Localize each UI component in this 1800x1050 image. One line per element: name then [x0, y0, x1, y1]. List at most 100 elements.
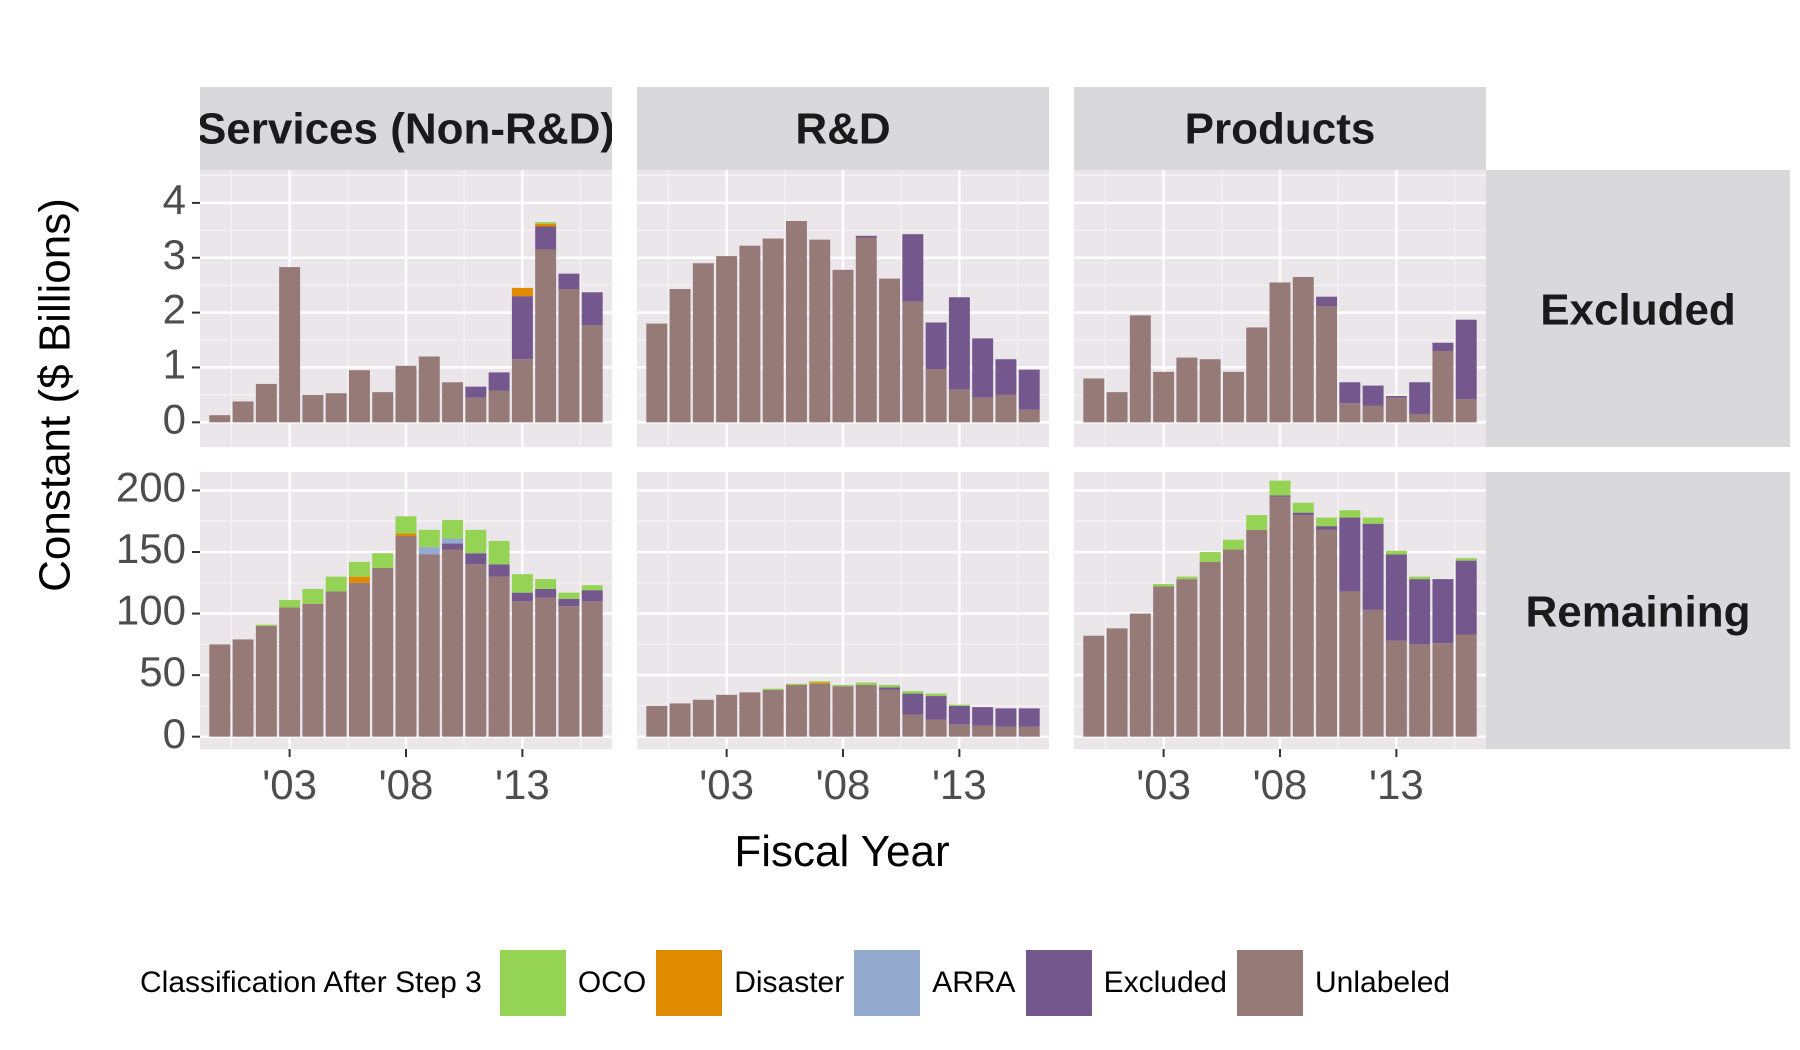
- bar-unlabeled-2003: [279, 607, 301, 737]
- bar-excluded-2015: [995, 708, 1017, 727]
- bar-oco-2006: [785, 683, 807, 685]
- bar-unlabeled-2011: [1339, 403, 1361, 423]
- y-tick-label: 200: [116, 464, 186, 511]
- bar-excluded-2016: [581, 292, 603, 326]
- y-tick-label: 0: [163, 395, 186, 442]
- bar-unlabeled-2005: [762, 689, 784, 737]
- bar-unlabeled-2005: [762, 238, 784, 423]
- panel-excluded-r-d: [637, 170, 1049, 447]
- bar-oco-2005: [1199, 552, 1221, 562]
- bar-oco-2013: [511, 574, 533, 593]
- bar-unlabeled-2014: [1409, 644, 1431, 737]
- bar-oco-2014: [1409, 576, 1431, 580]
- bar-excluded-2016: [581, 590, 603, 602]
- bar-excluded-2011: [1339, 382, 1361, 404]
- bar-disaster-2013: [511, 287, 533, 297]
- legend: Classification After Step 3 OCO Disaster…: [140, 950, 1460, 1016]
- facet-strip-background: [200, 87, 612, 170]
- y-tick-label: 1: [163, 341, 186, 388]
- x-tick-label: '13: [932, 761, 987, 808]
- x-tick-label: '03: [1136, 761, 1191, 808]
- facet-strip-excluded: Excluded: [1486, 170, 1790, 447]
- bar-oco-2010: [1316, 517, 1338, 527]
- legend-swatch-oco: [499, 950, 566, 1016]
- bar-unlabeled-2010: [442, 549, 464, 737]
- bar-excluded-2015: [1432, 342, 1454, 352]
- bar-unlabeled-2005: [325, 591, 347, 737]
- facet-strip-label: Remaining: [1526, 588, 1751, 637]
- bar-excluded-2012: [488, 372, 510, 391]
- bar-unlabeled-2013: [511, 601, 533, 737]
- y-tick-label: 4: [163, 176, 186, 223]
- legend-label-disaster: Disaster: [734, 966, 845, 999]
- x-axis-products: '03 '08 '13: [1136, 749, 1424, 808]
- bar-excluded-2012: [1362, 385, 1384, 406]
- bar-unlabeled-2007: [809, 683, 831, 737]
- bar-oco-2009: [855, 682, 877, 685]
- bar-unlabeled-2011: [902, 714, 924, 737]
- bar-excluded-2008: [1269, 495, 1291, 497]
- facet-strip-label: Services (Non-R&D): [197, 105, 615, 154]
- bar-unlabeled-2006: [1222, 371, 1244, 423]
- bar-excluded-2015: [1432, 579, 1454, 644]
- bar-unlabeled-2000: [646, 705, 668, 737]
- bar-unlabeled-2001: [669, 289, 691, 423]
- bar-excluded-2012: [488, 564, 510, 577]
- bar-unlabeled-2009: [418, 356, 440, 423]
- bar-unlabeled-2000: [209, 644, 231, 737]
- bar-unlabeled-2006: [348, 370, 370, 423]
- bar-unlabeled-2011: [465, 397, 487, 423]
- bar-oco-2006: [1222, 539, 1244, 550]
- y-tick-label: 100: [116, 587, 186, 634]
- x-axis-r-d: '03 '08 '13: [699, 749, 987, 808]
- bar-oco-2016: [581, 585, 603, 591]
- bar-excluded-2011: [465, 553, 487, 565]
- bar-disaster-2006: [348, 576, 370, 583]
- bar-disaster-2008: [395, 533, 417, 537]
- bar-oco-2007: [809, 681, 831, 683]
- facet-strip-background: [1074, 87, 1486, 170]
- bar-oco-2007: [372, 553, 394, 569]
- bar-unlabeled-2012: [488, 576, 510, 737]
- bar-unlabeled-2006: [785, 684, 807, 737]
- bar-oco-2012: [1362, 517, 1384, 524]
- y-tick-label: 3: [163, 231, 186, 278]
- bar-unlabeled-2010: [879, 278, 901, 423]
- bar-unlabeled-2016: [581, 601, 603, 737]
- x-tick-label: '03: [699, 761, 754, 808]
- bar-unlabeled-2011: [902, 301, 924, 423]
- bar-excluded-2015: [995, 359, 1017, 395]
- legend-swatch-arra: [854, 950, 921, 1016]
- bar-oco-2012: [488, 540, 510, 565]
- bar-oco-2011: [465, 529, 487, 554]
- x-tick-label: '08: [816, 761, 871, 808]
- bar-unlabeled-2001: [232, 639, 254, 737]
- facet-strip-background: [637, 87, 1049, 170]
- bar-excluded-2012: [925, 696, 947, 720]
- bar-oco-2012: [925, 693, 947, 697]
- bar-unlabeled-2006: [785, 221, 807, 423]
- bar-unlabeled-2016: [1018, 409, 1040, 423]
- legend-swatch-disaster: [656, 950, 723, 1016]
- bar-oco-2004: [302, 588, 324, 604]
- bar-oco-2015: [558, 592, 580, 599]
- bar-unlabeled-2005: [1199, 359, 1221, 423]
- bar-unlabeled-2014: [972, 397, 994, 423]
- bar-unlabeled-2002: [692, 699, 714, 737]
- bar-unlabeled-2010: [1316, 529, 1338, 737]
- bar-unlabeled-2004: [739, 245, 761, 423]
- bar-unlabeled-2011: [465, 564, 487, 737]
- bar-oco-2011: [1339, 510, 1361, 518]
- bar-unlabeled-2008: [1269, 496, 1291, 737]
- bar-unlabeled-2009: [418, 554, 440, 737]
- bar-unlabeled-2011: [1339, 591, 1361, 737]
- bar-unlabeled-2006: [1222, 549, 1244, 737]
- facet-strip-label: Excluded: [1540, 286, 1736, 335]
- bar-unlabeled-2000: [1083, 635, 1105, 737]
- legend-item-disaster: Disaster: [656, 950, 844, 1016]
- bar-excluded-2009: [855, 235, 877, 238]
- legend-label-unlabeled: Unlabeled: [1315, 966, 1451, 999]
- bar-unlabeled-2007: [1246, 327, 1268, 423]
- bar-excluded-2014: [1409, 579, 1431, 645]
